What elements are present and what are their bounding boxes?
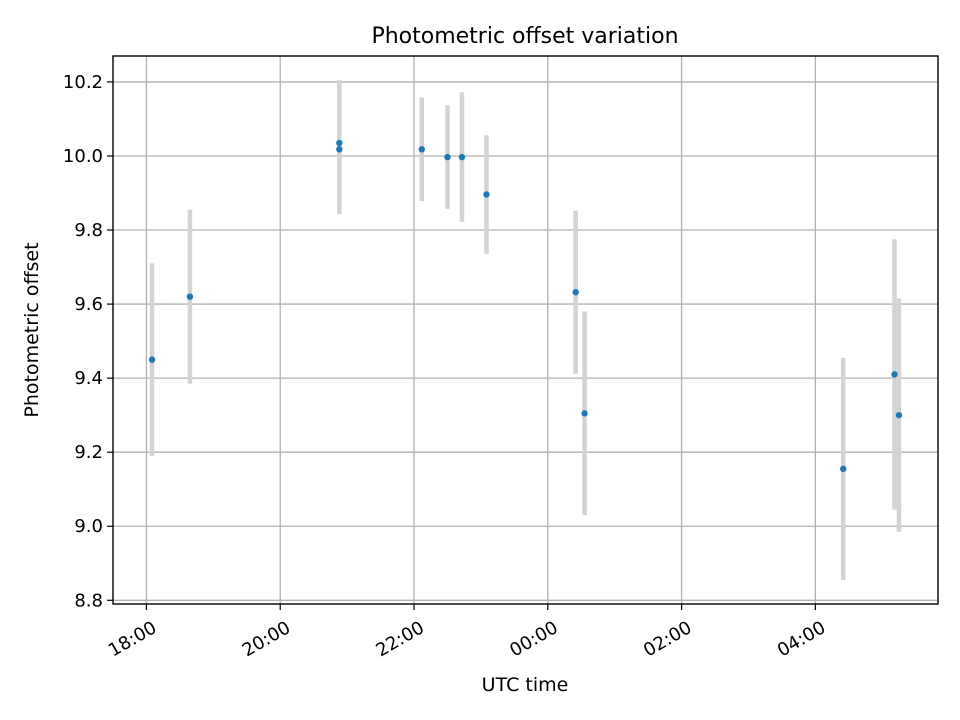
data-point <box>895 411 903 419</box>
grid <box>113 56 938 604</box>
y-axis-label: Photometric offset <box>21 242 43 417</box>
data-point <box>891 371 898 378</box>
y-tick-label: 9.2 <box>74 442 103 463</box>
plot-frame <box>112 55 939 605</box>
y-tick-label: 9.6 <box>74 294 103 315</box>
y-tick-label: 9.0 <box>74 516 103 537</box>
data-points <box>148 139 903 473</box>
y-tick-label: 10.2 <box>63 72 103 93</box>
x-axis-label: UTC time <box>482 674 569 696</box>
data-point <box>581 410 588 417</box>
y-tick-label: 10.0 <box>63 146 103 167</box>
y-tick-label: 9.4 <box>74 368 103 389</box>
y-tick-label: 9.8 <box>74 220 103 241</box>
data-point <box>840 465 847 473</box>
data-point <box>458 153 466 161</box>
data-point <box>418 146 426 153</box>
data-point <box>336 139 343 147</box>
data-point <box>186 293 194 300</box>
chart-title: Photometric offset variation <box>371 24 678 49</box>
data-point <box>572 289 579 296</box>
y-tick-label: 8.8 <box>74 590 103 611</box>
data-point <box>148 356 156 363</box>
data-point <box>483 191 490 198</box>
data-point <box>444 153 451 161</box>
data-point <box>336 146 343 153</box>
